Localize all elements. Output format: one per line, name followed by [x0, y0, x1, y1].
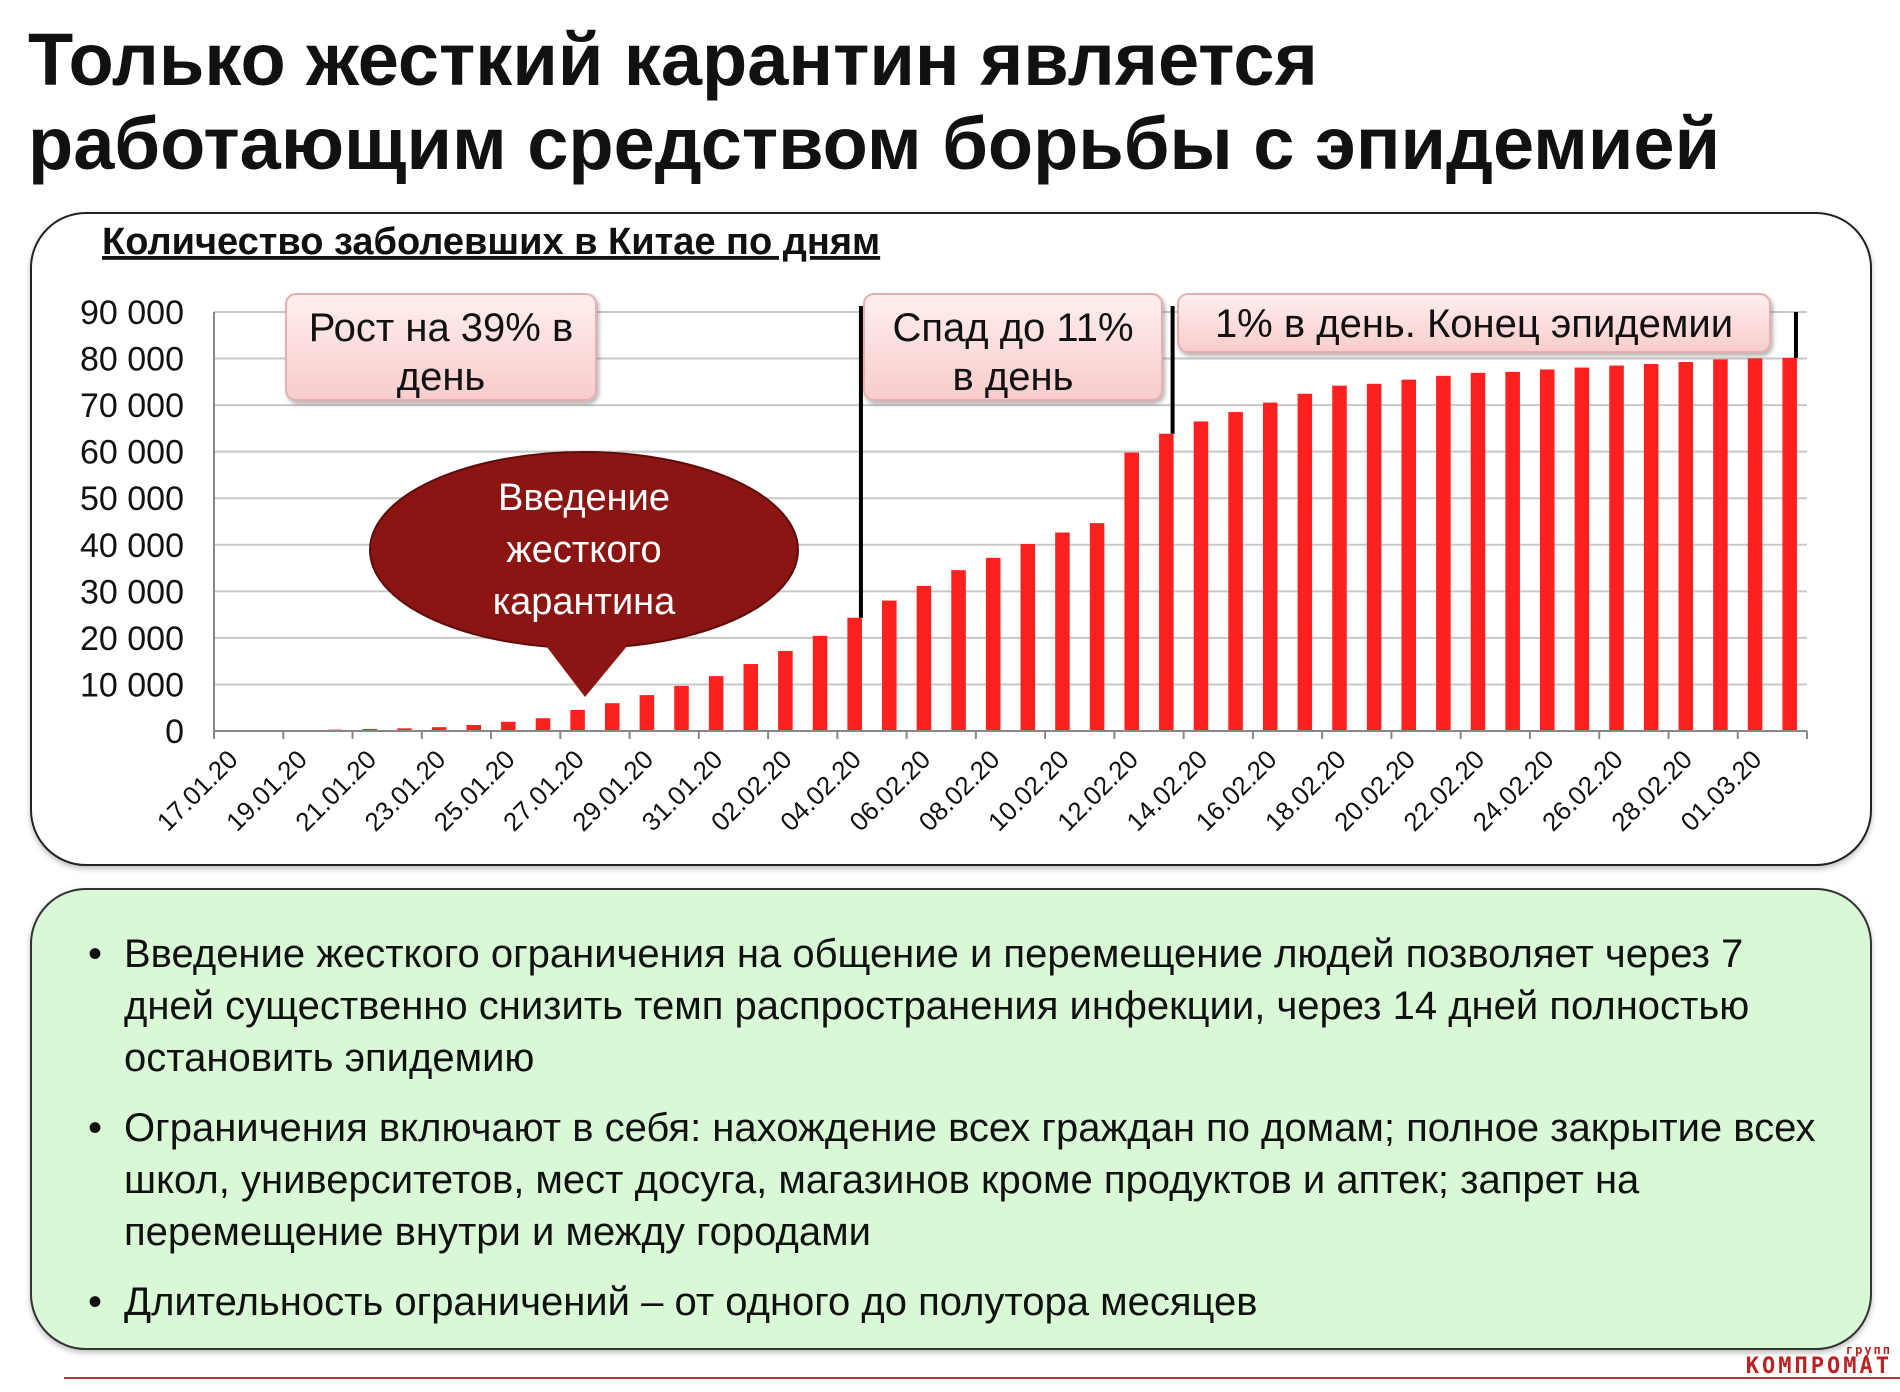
bar-18.02.20	[1332, 385, 1347, 731]
bar-27.01.20	[570, 709, 585, 731]
y-tick-label: 20 000	[80, 620, 184, 658]
bullet-text: Длительность ограничений – от одного до …	[124, 1280, 1258, 1324]
annotation-decline-line1: Спад до 11%	[892, 306, 1133, 350]
y-tick-label: 30 000	[80, 573, 184, 611]
bar-10.02.20	[1055, 532, 1070, 731]
bullet-item: • Длительность ограничений – от одного д…	[88, 1276, 1830, 1328]
bar-12.02.20	[1124, 452, 1139, 731]
bar-23.01.20	[431, 727, 447, 731]
bar-28.01.20	[604, 703, 620, 731]
bar-01.02.20	[743, 664, 759, 731]
annotation-marker-lines	[858, 306, 1798, 618]
slide-title: Только жесткий карантин является работаю…	[28, 18, 1868, 186]
bar-21.02.20	[1436, 375, 1451, 731]
x-axis-labels: 17.01.2019.01.2021.01.2023.01.2025.01.20…	[151, 744, 1768, 837]
bullet-text: Ограничения включают в себя: нахождение …	[124, 1106, 1816, 1254]
bars	[224, 357, 1797, 732]
bar-29.01.20	[639, 695, 655, 731]
y-tick-label: 10 000	[80, 666, 184, 704]
bar-15.02.20	[1228, 412, 1243, 731]
bullet-marker: •	[88, 1106, 103, 1150]
annotation-end-line1: 1% в день. Конец эпидемии	[1215, 302, 1733, 346]
bar-25.02.20	[1574, 367, 1590, 731]
bar-24.02.20	[1539, 369, 1555, 731]
bullet-item: • Введение жесткого ограничения на общен…	[88, 928, 1830, 1084]
bar-23.02.20	[1505, 371, 1520, 731]
annotation-end	[1177, 293, 1771, 353]
bar-26.02.20	[1609, 365, 1624, 731]
annotation-decline	[863, 293, 1163, 401]
bar-17.02.20	[1297, 393, 1313, 731]
bullet-marker: •	[88, 932, 103, 976]
slide-title-line1: Только жесткий карантин является	[28, 18, 1318, 101]
bar-24.01.20	[466, 725, 482, 731]
watermark-big: КОМПРОМАТ	[1745, 1354, 1892, 1379]
y-tick-label: 50 000	[80, 480, 184, 518]
bar-02.02.20	[778, 650, 793, 731]
y-axis-ticks: 0 10 000 20 000 30 000 40 000 50 000 60 000 70 …	[80, 294, 184, 751]
bar-04.02.20	[847, 617, 862, 731]
chart-title: Количество заболевших в Китае по дням	[102, 221, 880, 263]
x-axis	[213, 312, 1808, 739]
quarantine-callout	[369, 451, 799, 697]
slide-title-line2: работающим средством борьбы с эпидемией	[28, 102, 1721, 185]
y-tick-label: 40 000	[80, 527, 184, 565]
bar-05.02.20	[882, 600, 897, 731]
bar-09.02.20	[1020, 543, 1036, 731]
y-tick-label: 80 000	[80, 341, 184, 379]
bar-06.02.20	[916, 585, 932, 731]
bar-16.02.20	[1262, 402, 1278, 731]
quarantine-callout-line1: Введение	[498, 477, 670, 519]
bar-03.02.20	[812, 635, 828, 731]
bar-13.02.20	[1159, 433, 1174, 731]
watermark-logo: групп КОМПРОМАТ	[1746, 1344, 1892, 1378]
bar-25.01.20	[501, 721, 516, 731]
summary-bullet-list: • Введение жесткого ограничения на общен…	[32, 890, 1870, 1328]
y-tick-label: 0	[165, 713, 184, 751]
summary-panel: • Введение жесткого ограничения на общен…	[30, 888, 1872, 1350]
bar-14.02.20	[1193, 421, 1209, 731]
bar-31.01.20	[708, 676, 724, 731]
bar-26.01.20	[535, 718, 551, 731]
bar-30.01.20	[674, 685, 689, 731]
y-tick-label: 90 000	[80, 294, 184, 332]
bar-08.02.20	[985, 557, 1001, 731]
annotation-growth	[285, 293, 597, 401]
bar-02.03.20	[1782, 357, 1797, 731]
bar-22.01.20	[397, 728, 412, 731]
annotation-growth-line1: Рост на 39% в	[309, 306, 573, 350]
bullet-marker: •	[88, 1280, 103, 1324]
bar-27.02.20	[1643, 364, 1659, 731]
bar-28.02.20	[1678, 362, 1694, 731]
footer-rule	[64, 1377, 1900, 1379]
watermark-small: групп	[1845, 1343, 1892, 1357]
bar-22.02.20	[1470, 372, 1486, 731]
y-tick-label: 60 000	[80, 434, 184, 472]
bullet-text: Введение жесткого ограничения на общение…	[124, 932, 1750, 1080]
quarantine-callout-line3: карантина	[493, 581, 676, 623]
bar-07.02.20	[951, 570, 966, 731]
bar-29.02.20	[1713, 359, 1728, 731]
annotation-decline-line2: в день	[953, 355, 1074, 399]
quarantine-callout-line2: жесткого	[506, 529, 661, 571]
bar-01.03.20	[1747, 358, 1763, 731]
bar-19.02.20	[1366, 383, 1382, 731]
annotation-growth-line2: день	[397, 355, 486, 399]
bullet-item: • Ограничения включают в себя: нахождени…	[88, 1102, 1830, 1258]
daily-cases-bar-chart: Количество заболевших в Китае по дням 01…	[80, 221, 1808, 837]
y-tick-label: 70 000	[80, 387, 184, 425]
bar-11.02.20	[1089, 523, 1105, 731]
bar-21.01.20	[362, 728, 378, 731]
bar-20.02.20	[1401, 379, 1417, 731]
